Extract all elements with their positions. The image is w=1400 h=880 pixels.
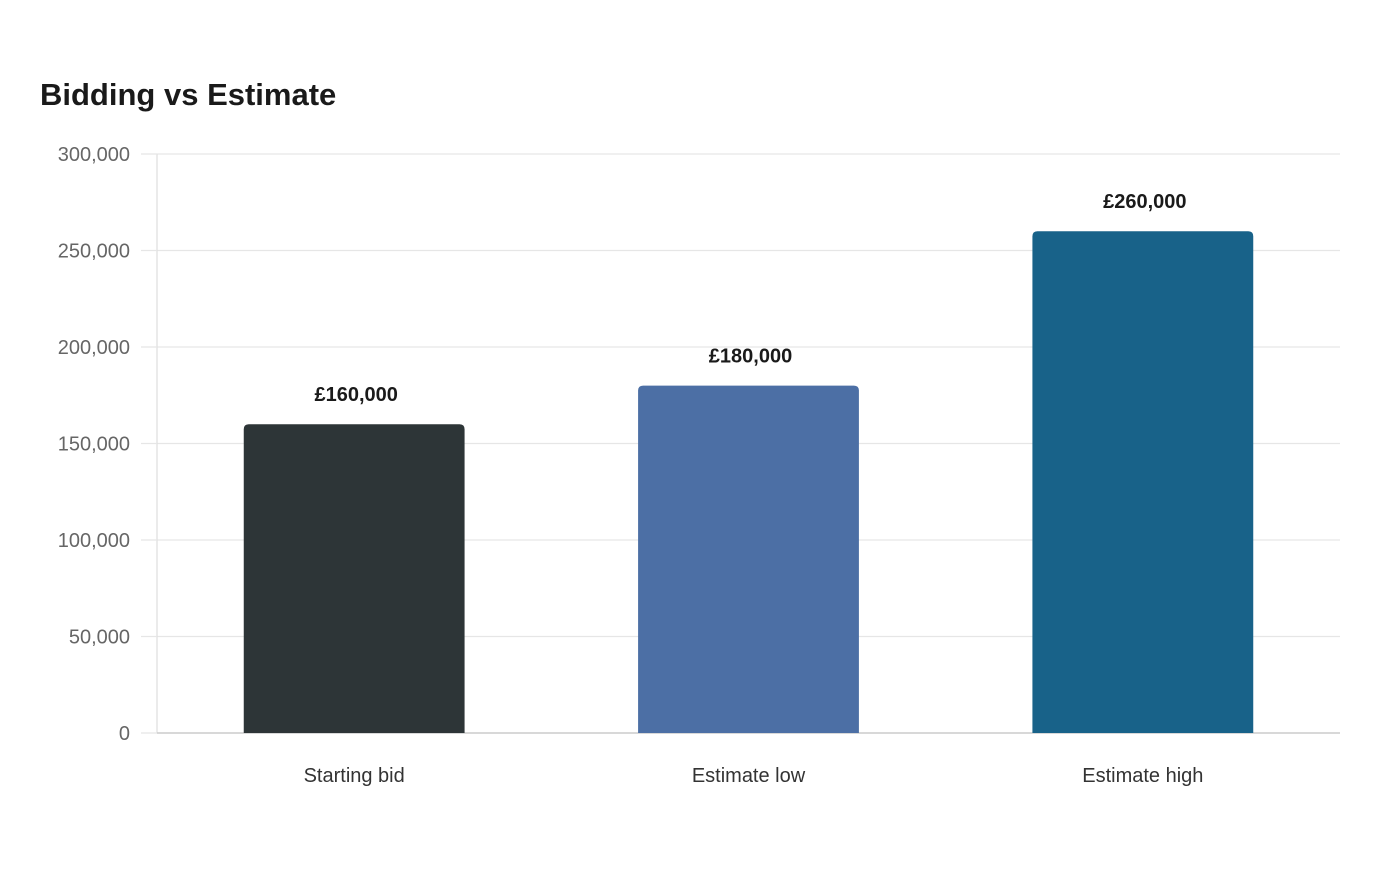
bar-value-label: £180,000 [709,346,792,368]
y-tick-label: 250,000 [58,241,130,263]
bar-estimate-low [638,385,859,733]
y-tick-label: 0 [119,723,130,745]
y-tick-label: 150,000 [58,434,130,456]
chart-title: Bidding vs Estimate [40,77,337,112]
bar-estimate-high [1032,231,1254,733]
y-tick-label: 200,000 [58,337,130,359]
bar-starting-bid [243,424,465,733]
y-axis-ticks: 0 50,000 100,000 150,000 200,000 250,000 300,0… [58,144,157,745]
x-category-label: Starting bid [304,765,405,787]
y-tick-label: 50,000 [69,627,130,649]
x-axis-labels: Starting bid Estimate low Estimate high [304,765,1204,787]
x-category-label: Estimate high [1082,765,1203,787]
value-labels: £160,000 £180,000 £260,000 [314,191,1186,406]
bars [243,231,1254,733]
y-tick-label: 100,000 [58,530,130,552]
y-tick-label: 300,000 [58,144,130,166]
x-category-label: Estimate low [692,765,806,787]
bar-value-label: £160,000 [314,384,397,406]
bar-value-label: £260,000 [1103,191,1186,213]
